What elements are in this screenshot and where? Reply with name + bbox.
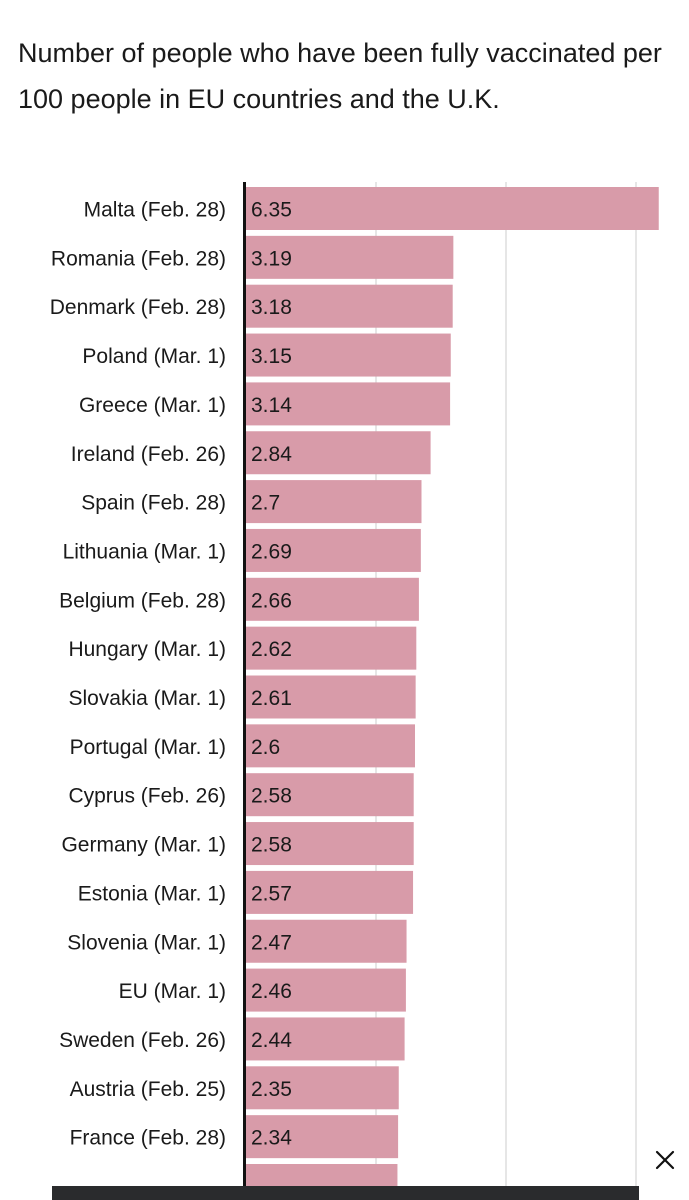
category-label: Portugal (Mar. 1) (70, 736, 226, 759)
value-label: 6.35 (251, 199, 292, 222)
bar (246, 773, 414, 817)
bar (246, 822, 414, 866)
category-label: EU (Mar. 1) (119, 980, 226, 1003)
category-label: Malta (Feb. 28) (84, 199, 226, 222)
category-label: Belgium (Feb. 28) (59, 589, 226, 612)
value-label: 2.57 (251, 882, 292, 905)
category-label: Austria (Feb. 25) (70, 1078, 226, 1101)
bars (246, 187, 659, 1186)
bar-partial (246, 1164, 398, 1186)
category-label: Greece (Mar. 1) (79, 394, 226, 417)
close-icon (655, 1150, 675, 1170)
value-label: 2.44 (251, 1029, 292, 1052)
category-label: Cyprus (Feb. 26) (68, 785, 226, 808)
category-label: Lithuania (Mar. 1) (63, 540, 226, 563)
bar (246, 333, 451, 377)
category-label: Poland (Mar. 1) (82, 345, 226, 368)
bar (246, 675, 416, 719)
value-label: 2.46 (251, 980, 292, 1003)
bar (246, 724, 415, 768)
category-label: Sweden (Feb. 26) (59, 1029, 226, 1052)
bottom-ad-banner[interactable] (52, 1186, 639, 1200)
value-label: 2.58 (251, 785, 292, 808)
bar (246, 1017, 405, 1061)
chart-title: Number of people who have been fully vac… (18, 38, 662, 114)
category-label: Germany (Mar. 1) (61, 834, 226, 857)
close-button[interactable] (650, 1145, 680, 1175)
bar (246, 919, 407, 963)
category-label: France (Feb. 28) (70, 1127, 226, 1150)
value-label: 2.6 (251, 736, 280, 759)
category-label: Estonia (Mar. 1) (78, 882, 226, 905)
bar (246, 528, 421, 572)
value-label: 3.14 (251, 394, 292, 417)
bar (246, 187, 659, 230)
value-label: 2.35 (251, 1078, 292, 1101)
bar (246, 480, 422, 524)
value-label: 3.19 (251, 247, 292, 270)
category-label: Slovakia (Mar. 1) (68, 687, 226, 710)
category-label: Slovenia (Mar. 1) (67, 931, 226, 954)
category-label: Ireland (Feb. 26) (71, 443, 226, 466)
value-label: 3.15 (251, 345, 292, 368)
bar (246, 284, 453, 328)
value-label: 2.66 (251, 589, 292, 612)
bar (246, 431, 431, 475)
category-label: Hungary (Mar. 1) (68, 638, 226, 661)
value-label: 2.34 (251, 1127, 292, 1150)
bar (246, 870, 414, 914)
bar (246, 382, 451, 426)
bar (246, 1066, 399, 1110)
category-label: Spain (Feb. 28) (81, 492, 226, 515)
category-label: Denmark (Feb. 28) (50, 296, 226, 319)
bar (246, 626, 417, 670)
value-label: 2.7 (251, 492, 280, 515)
value-label: 3.18 (251, 296, 292, 319)
value-label: 2.84 (251, 443, 292, 466)
value-label: 2.47 (251, 931, 292, 954)
bar (246, 968, 406, 1012)
value-label: 2.62 (251, 638, 292, 661)
category-label: Romania (Feb. 28) (51, 247, 226, 270)
value-labels: 6.35 3.19 3.18 3.15 3.14 2.84 2.7 2.69 2.66 2.62 2… (251, 199, 292, 1150)
category-labels: Malta (Feb. 28) Romania (Feb. 28) Denmark … (50, 199, 226, 1150)
bar (246, 235, 454, 279)
bar (246, 1115, 399, 1159)
bar (246, 577, 419, 621)
value-label: 2.61 (251, 687, 292, 710)
value-label: 2.69 (251, 540, 292, 563)
value-label: 2.58 (251, 834, 292, 857)
